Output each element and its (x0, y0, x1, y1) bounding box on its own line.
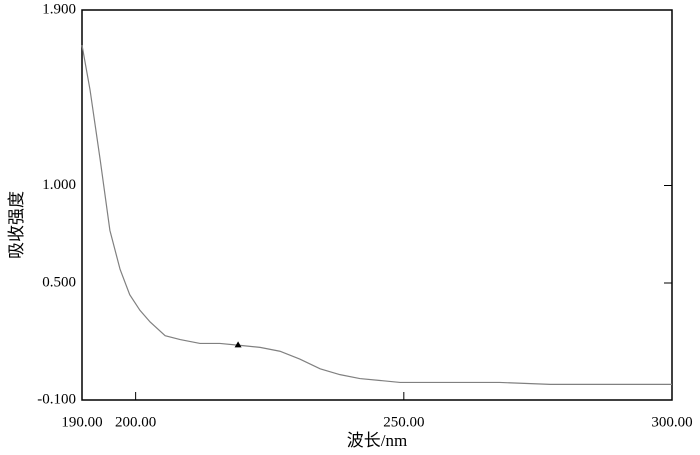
x-tick-label: 250.00 (383, 414, 424, 430)
y-tick-label: 1.900 (42, 1, 76, 17)
y-tick-label: 0.500 (42, 274, 76, 290)
x-axis-title: 波长/nm (347, 431, 407, 450)
x-tick-label: 300.00 (651, 414, 692, 430)
x-tick-label: 190.00 (61, 414, 102, 430)
plot-frame (81, 9, 673, 401)
data-line (81, 44, 672, 385)
y-axis-title: 吸收强度 (7, 191, 26, 259)
y-tick-label: -0.100 (37, 391, 76, 407)
y-tick-label: 1.000 (42, 177, 76, 193)
peak-marker (234, 341, 242, 348)
x-tick-label: 200.00 (115, 414, 156, 430)
